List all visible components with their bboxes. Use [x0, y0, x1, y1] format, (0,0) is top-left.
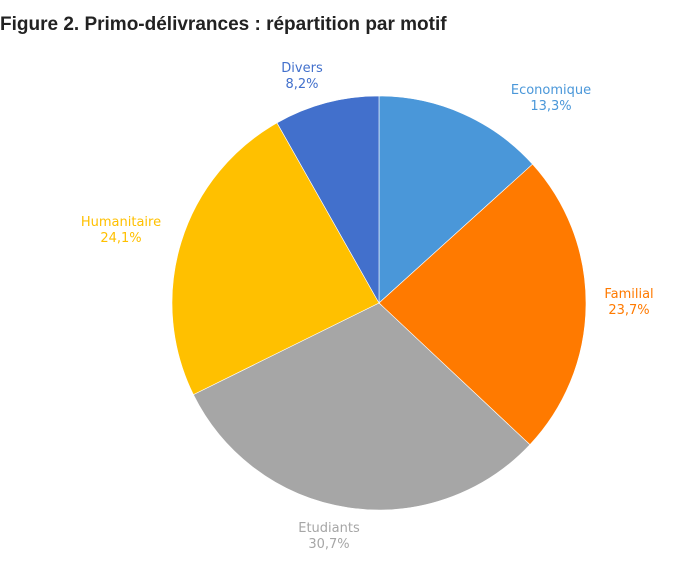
slice-value: 30,7%	[308, 537, 349, 552]
slice-value: 8,2%	[285, 77, 318, 92]
pie-slice-humanitaire	[171, 122, 380, 396]
slice-value: 13,3%	[530, 99, 571, 114]
pie-slices	[171, 95, 587, 511]
pie-slice-familial	[378, 163, 587, 446]
slice-label-familial: Familial 23,7%	[604, 287, 653, 318]
slice-value: 23,7%	[608, 303, 649, 318]
slice-label-divers: Divers 8,2%	[281, 61, 323, 92]
slice-name: Familial	[604, 287, 653, 302]
pie-slice-divers	[276, 95, 380, 305]
slice-label-humanitaire: Humanitaire 24,1%	[81, 215, 161, 246]
slice-name: Etudiants	[298, 521, 360, 536]
slice-name: Economique	[511, 83, 591, 98]
slice-value: 24,1%	[100, 231, 141, 246]
slice-label-economique: Economique 13,3%	[511, 83, 591, 114]
pie-slice-economique	[378, 95, 533, 304]
slice-name: Divers	[281, 61, 323, 76]
figure-title: Figure 2. Primo-délivrances : répartitio…	[0, 14, 447, 35]
pie-slice-etudiants	[192, 302, 531, 511]
slice-labels: Economique 13,3% Familial 23,7% Etudiants 30,…	[81, 61, 654, 552]
slice-name: Humanitaire	[81, 215, 161, 230]
slice-label-etudiants: Etudiants 30,7%	[298, 521, 360, 552]
